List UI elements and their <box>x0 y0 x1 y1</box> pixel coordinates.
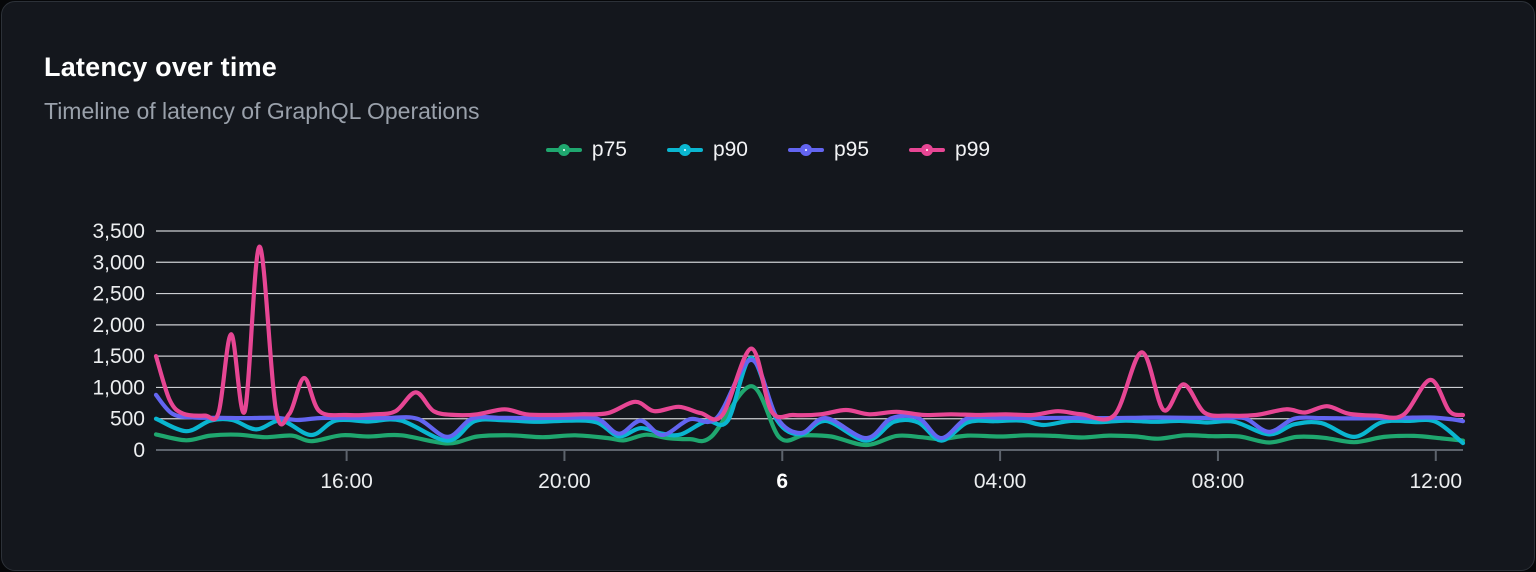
series-p95-line <box>153 357 1466 441</box>
chart-legend: p75 p90 p95 p99 <box>2 138 1534 162</box>
y-axis-label: 1,000 <box>92 376 145 399</box>
legend-item-p75[interactable]: p75 <box>545 138 627 162</box>
x-axis-label: 20:00 <box>538 470 591 493</box>
legend-item-p95[interactable]: p95 <box>788 138 869 162</box>
y-axis-label: 2,500 <box>92 283 145 306</box>
legend-label-p99: p99 <box>955 138 991 161</box>
series-p75-line <box>153 384 1466 448</box>
chart-title: Latency over time <box>44 52 277 82</box>
chart-subtitle: Timeline of latency of GraphQL Operation… <box>44 98 480 124</box>
legend-dot-icon <box>557 144 570 156</box>
y-axis-label: 2,000 <box>92 314 145 337</box>
legend-dot-icon <box>678 144 691 156</box>
x-axis-label: 16:00 <box>320 470 373 493</box>
x-axis-label: 6 <box>776 470 788 493</box>
series-p99-line <box>153 244 1466 427</box>
legend-item-p90[interactable]: p90 <box>666 138 748 162</box>
y-axis-label: 3,000 <box>92 251 145 274</box>
legend-dot-icon <box>921 144 934 156</box>
legend-label-p95: p95 <box>834 138 870 161</box>
legend-item-p99[interactable]: p99 <box>909 138 990 162</box>
legend-marker-p95-icon <box>788 139 824 161</box>
x-axis-label: 08:00 <box>1192 470 1245 493</box>
legend-marker-p75-icon <box>545 139 582 161</box>
legend-marker-p99-icon <box>909 139 946 161</box>
legend-dot-icon <box>800 144 812 156</box>
legend-marker-p90-icon <box>666 139 703 161</box>
y-axis-label: 0 <box>133 439 145 462</box>
x-axis-label: 04:00 <box>974 470 1027 493</box>
x-axis-label: 12:00 <box>1409 470 1462 493</box>
y-axis-label: 3,500 <box>92 220 145 243</box>
legend-label-p75: p75 <box>591 138 627 161</box>
legend-label-p90: p90 <box>712 138 748 161</box>
y-axis-label: 500 <box>110 408 145 431</box>
y-axis-label: 1,500 <box>92 345 145 368</box>
